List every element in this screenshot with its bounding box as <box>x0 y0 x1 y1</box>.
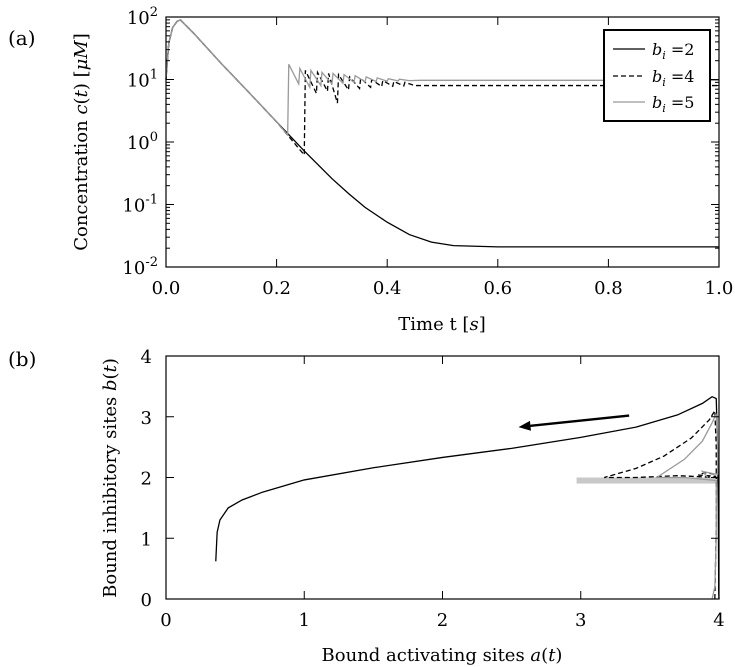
legend-label-bi5: bi =5 <box>652 93 694 115</box>
panel-b-ytick-label: 1 <box>141 529 152 550</box>
panel-b-band <box>576 477 719 484</box>
panel-a-series-group <box>165 19 719 248</box>
legend-label-bi2: bi =2 <box>652 40 694 62</box>
panel-a-xtick-label: 1.0 <box>705 278 734 299</box>
panel-a-chart: 0.0 0.2 0.4 0.6 0.8 1.0 10-2 10-1 100 101 102 bi =… <box>71 5 733 335</box>
panel-b-ylabel: Bound inhibitory sites b(t) <box>100 358 121 598</box>
panel-a-ytick-label: 101 <box>127 68 158 92</box>
panel-b-ytick-label: 4 <box>141 347 152 368</box>
panel-a-xtick-label: 0.2 <box>262 278 291 299</box>
panel-b-ytick-label: 3 <box>141 408 152 429</box>
panel-a-xtick-label: 0.6 <box>483 278 512 299</box>
panel-b-ticks: 0 1 2 3 4 0 1 2 3 4 <box>141 347 725 631</box>
panel-b-chart: 0 1 2 3 4 0 1 2 3 4 Bound activating sites a(t) B… <box>100 347 725 666</box>
panel-b-series-group <box>215 395 720 600</box>
panel-b-series-bi4 <box>604 408 717 600</box>
panel-label-b: (b) <box>8 347 36 371</box>
panel-a-xlabel: Time t [s] <box>398 314 485 335</box>
panel-a-ytick-label: 10-1 <box>122 193 158 217</box>
panel-a-ylabel: Concentration c(t) [μM] <box>71 33 92 251</box>
panel-b-ytick-label: 2 <box>141 469 152 490</box>
panel-a-series-bi5 <box>165 19 719 137</box>
panel-a-ytick-label: 100 <box>127 130 158 154</box>
panel-b-xlabel: Bound activating sites a(t) <box>322 645 563 666</box>
panel-b-ytick-label: 0 <box>141 590 152 611</box>
panel-b-xtick-label: 3 <box>575 610 586 631</box>
panel-a-ytick-label: 102 <box>127 5 158 29</box>
panel-a-ticks: 0.0 0.2 0.4 0.6 0.8 1.0 10-2 10-1 100 101 102 <box>122 5 733 299</box>
panel-a-xtick-label: 0.8 <box>594 278 623 299</box>
panel-b-xtick-label: 1 <box>299 610 310 631</box>
panel-a-ytick-label: 10-2 <box>122 255 158 279</box>
legend-label-bi4: bi =4 <box>652 67 694 89</box>
panel-a-legend: bi =2 bi =4 bi =5 <box>603 29 711 122</box>
panel-b-series-bi2 <box>215 395 720 600</box>
panel-a-xtick-label: 0.0 <box>152 278 181 299</box>
panel-a-xtick-label: 0.4 <box>373 278 402 299</box>
panel-b-arrow-shaft <box>530 414 630 428</box>
panel-b-xtick-label: 0 <box>160 610 171 631</box>
panel-b-series-bi5 <box>654 413 719 600</box>
panel-b-xtick-label: 4 <box>713 610 724 631</box>
panel-b-xtick-label: 2 <box>437 610 448 631</box>
panel-label-a: (a) <box>8 26 36 50</box>
panel-b-arrow-head <box>518 420 531 431</box>
